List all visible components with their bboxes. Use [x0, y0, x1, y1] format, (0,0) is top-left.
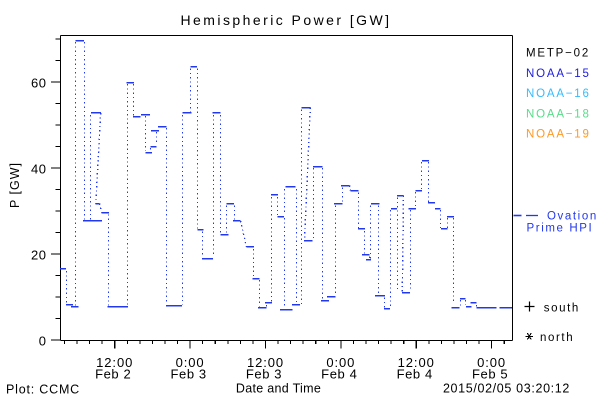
svg-text:P [GW]: P [GW] [8, 162, 22, 208]
svg-text:NOAA−15: NOAA−15 [526, 68, 591, 80]
svg-text:NOAA−16: NOAA−16 [526, 88, 591, 100]
svg-text:0: 0 [39, 334, 47, 349]
svg-text:12:00: 12:00 [398, 355, 435, 370]
svg-text:0:00: 0:00 [326, 355, 355, 370]
svg-text:20: 20 [31, 248, 46, 263]
svg-text:NOAA−19: NOAA−19 [526, 129, 591, 141]
svg-text:12:00: 12:00 [247, 355, 284, 370]
svg-text:0:00: 0:00 [477, 355, 506, 370]
svg-text:Feb 2: Feb 2 [95, 367, 131, 382]
svg-text:2015/02/05 03:20:12: 2015/02/05 03:20:12 [443, 382, 570, 396]
svg-text:NOAA−18: NOAA−18 [526, 108, 591, 120]
svg-text:Plot: CCMC: Plot: CCMC [6, 383, 80, 397]
svg-text:60: 60 [31, 76, 46, 91]
svg-text:Feb 3: Feb 3 [246, 367, 282, 382]
svg-text:Ovation: Ovation [547, 211, 598, 223]
svg-text:Date and Time: Date and Time [236, 382, 321, 396]
svg-text:Feb 5: Feb 5 [472, 367, 508, 382]
svg-text:Feb 4: Feb 4 [321, 367, 357, 382]
svg-text:Feb 3: Feb 3 [170, 367, 206, 382]
svg-text:Hemispheric Power [GW]: Hemispheric Power [GW] [180, 12, 391, 28]
svg-text:0:00: 0:00 [176, 355, 205, 370]
svg-text:METP−02: METP−02 [526, 48, 590, 60]
svg-text:south: south [544, 303, 580, 315]
svg-text:40: 40 [31, 162, 46, 177]
svg-text:north: north [540, 332, 574, 344]
svg-text:12:00: 12:00 [96, 355, 133, 370]
svg-text:Feb 4: Feb 4 [397, 367, 433, 382]
svg-text:Prime HPI: Prime HPI [527, 223, 594, 235]
